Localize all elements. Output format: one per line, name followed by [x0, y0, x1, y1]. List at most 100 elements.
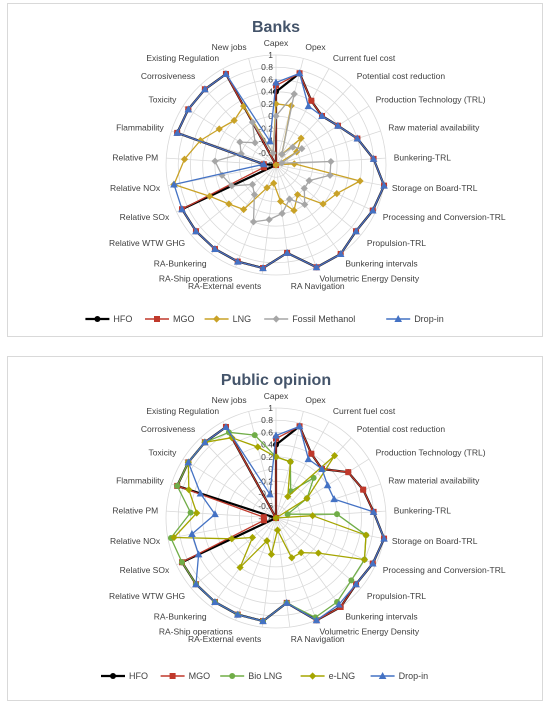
data-point-lng [270, 179, 278, 187]
data-point-drop-in [184, 105, 193, 113]
data-point-drop-in [233, 257, 242, 265]
legend-item-mgo: MGO [145, 314, 195, 324]
data-point-lng [290, 160, 298, 168]
legend-marker-lng [213, 315, 221, 323]
data-point-drop-in [233, 610, 242, 618]
category-label-production-technology-trl: Production Technology (TRL) [376, 448, 486, 458]
data-point-fossil-methanol [236, 138, 244, 146]
category-label-processing-and-conversion-trl: Processing and Conversion-TRL [383, 212, 506, 222]
legend-marker-mgo [169, 673, 176, 679]
category-label-production-technology-trl: Production Technology (TRL) [376, 95, 486, 105]
data-point-lng [319, 200, 327, 208]
data-point-fossil-methanol [289, 143, 297, 151]
data-point-lng [272, 161, 280, 169]
data-point-fossil-methanol [278, 150, 286, 158]
legend-label: e-LNG [329, 671, 356, 681]
data-point-drop-in [318, 111, 326, 119]
data-point-drop-in [352, 227, 360, 235]
category-label-existing-regulation: Existing Regulation [146, 53, 219, 63]
category-label-current-fuel-cost: Current fuel cost [333, 53, 396, 63]
category-label-potential-cost-reduction: Potential cost reduction [357, 424, 446, 434]
data-point-fossil-methanol [278, 159, 286, 167]
data-point-fossil-methanol [290, 90, 298, 98]
series-line-mgo [176, 72, 385, 269]
category-label-corrosiveness: Corrosiveness [141, 71, 195, 81]
data-point-drop-in [369, 154, 378, 162]
radial-tick-label: -0.4 [258, 489, 273, 499]
category-label-new-jobs: New jobs [212, 42, 247, 52]
category-label-corrosiveness: Corrosiveness [141, 424, 195, 434]
public-opinion-chart-panel: Public opinion-0.8-0.6-0.4-0.200.20.40.6… [7, 356, 543, 701]
data-point-lng [206, 192, 214, 200]
data-point-drop-in [323, 481, 332, 489]
grid-spoke [275, 517, 376, 566]
data-point-e-lng [303, 494, 311, 502]
data-point-mgo [260, 514, 267, 521]
data-point-drop-in [334, 121, 342, 129]
data-point-bio-lng [310, 474, 317, 481]
grid-spoke [275, 164, 376, 213]
legend: HFO MGO Bio LNG e-LNG Drop-in [101, 671, 428, 681]
data-point-e-lng [308, 512, 317, 520]
data-point-drop-in [184, 458, 193, 466]
series-drop-in [170, 69, 388, 272]
legend-item-bio-lng: Bio LNG [220, 671, 282, 681]
radial-tick-label: 0.8 [261, 415, 273, 425]
radial-tick-label: -0.2 [258, 123, 273, 133]
data-point-e-lng [185, 486, 193, 494]
data-point-mgo [308, 97, 315, 104]
data-point-drop-in [380, 181, 388, 189]
category-label-ra-ship-operations: RA-Ship operations [159, 273, 233, 283]
data-point-fossil-methanol [305, 177, 313, 185]
grid-spoke [167, 517, 277, 540]
category-label-toxicity: Toxicity [148, 448, 177, 458]
data-point-drop-in [259, 617, 267, 625]
grid-spoke [235, 164, 277, 268]
data-point-fossil-methanol [327, 157, 335, 166]
data-point-mgo [260, 517, 267, 524]
category-label-bunkering-intervals: Bunkering intervals [345, 612, 417, 622]
legend-marker-hfo [94, 316, 101, 322]
radial-tick-label: -0.6 [258, 148, 273, 158]
category-label-bunkering-intervals: Bunkering intervals [345, 259, 417, 269]
grid-spoke [275, 130, 381, 166]
data-point-fossil-methanol [301, 200, 309, 209]
legend-item-hfo: HFO [85, 314, 132, 324]
legend-label: HFO [129, 671, 148, 681]
grid-spoke [235, 517, 277, 621]
data-point-drop-in [272, 431, 280, 439]
data-point-drop-in [192, 580, 200, 588]
data-point-fossil-methanol [285, 195, 294, 203]
legend-item-fossil-methanol: Fossil Methanol [264, 314, 355, 324]
data-point-fossil-methanol [265, 215, 273, 224]
legend-item-lng: LNG [204, 314, 251, 324]
legend-item-drop-in: Drop-in [386, 314, 444, 324]
category-labels: Capex Opex Current fuel cost Potential cost… [109, 391, 506, 644]
data-point-e-lng [297, 549, 305, 557]
data-point-drop-in [188, 530, 196, 538]
category-label-relative-nox: Relative NOx [110, 183, 161, 193]
series-line-mgo [176, 425, 385, 622]
data-point-drop-in [211, 510, 219, 518]
data-point-drop-in [336, 249, 345, 257]
data-point-drop-in [201, 85, 209, 93]
data-point-drop-in [222, 69, 230, 77]
grid-spoke [248, 411, 277, 519]
legend-marker-e-lng [309, 672, 317, 680]
category-label-raw-material-availability: Raw material availability [388, 475, 480, 485]
data-point-e-lng [360, 556, 369, 564]
banks-chart-panel: Banks-0.8-0.6-0.4-0.200.20.40.60.81Capex… [7, 3, 543, 337]
legend-marker-drop-in [378, 672, 387, 679]
legend-marker-fossil-methanol [272, 315, 280, 323]
grid-spoke [190, 164, 277, 236]
category-label-relative-wtw-ghg: Relative WTW GHG [109, 591, 185, 601]
data-point-drop-in [283, 248, 291, 256]
category-label-relative-sox: Relative SOx [120, 565, 170, 575]
category-label-opex: Opex [305, 42, 326, 52]
legend-label: MGO [173, 314, 195, 324]
legend: HFO MGO LNG Fossil Methanol Drop-in [85, 314, 444, 324]
category-label-opex: Opex [305, 395, 326, 405]
data-point-bio-lng [174, 482, 181, 489]
data-point-lng [356, 177, 364, 185]
data-point-drop-in [330, 495, 338, 503]
